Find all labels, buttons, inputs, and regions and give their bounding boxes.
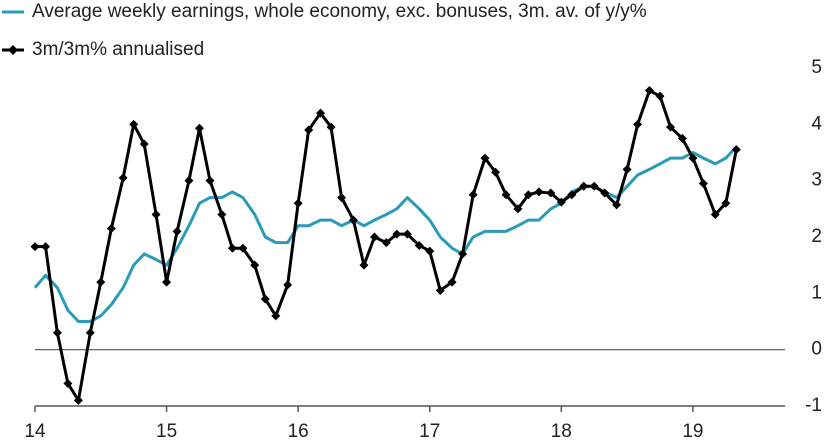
point-marker: [359, 260, 369, 270]
legend-label: Average weekly earnings, whole economy, …: [32, 1, 647, 22]
point-marker: [677, 133, 687, 143]
point-marker: [326, 122, 336, 132]
point-marker: [534, 187, 544, 197]
point-marker: [523, 190, 533, 200]
point-marker: [425, 246, 435, 256]
y-tick-label: 3: [811, 170, 822, 191]
point-marker: [129, 119, 139, 129]
point-marker: [731, 145, 741, 155]
point-marker: [414, 240, 424, 250]
legend-label: 3m/3m% annualised: [32, 39, 204, 60]
x-tick-label: 17: [419, 421, 440, 442]
point-marker: [513, 204, 523, 214]
x-tick-label: 15: [156, 421, 177, 442]
point-marker: [205, 176, 215, 186]
point-marker: [666, 122, 676, 132]
point-marker: [250, 260, 260, 270]
point-marker: [217, 209, 227, 219]
point-marker: [435, 286, 445, 296]
point-marker: [501, 190, 511, 200]
y-tick-label: 2: [811, 226, 822, 247]
point-marker: [447, 277, 457, 287]
y-tick-label: 5: [811, 57, 822, 78]
point-marker: [579, 181, 589, 191]
point-marker: [688, 153, 698, 163]
point-marker: [612, 200, 622, 210]
y-tick-label: 1: [811, 282, 822, 303]
x-tick-label: 18: [551, 421, 572, 442]
point-marker: [468, 190, 478, 200]
point-marker: [556, 197, 566, 207]
point-marker: [721, 198, 731, 208]
point-marker: [118, 173, 128, 183]
point-marker: [238, 243, 248, 253]
point-marker: [194, 123, 204, 133]
point-marker: [316, 108, 326, 118]
point-marker: [85, 328, 95, 338]
point-marker: [63, 378, 73, 388]
point-marker: [633, 119, 643, 129]
point-marker: [644, 86, 654, 96]
legend-marker: [8, 45, 18, 55]
series-line: [33, 145, 738, 323]
point-marker: [546, 188, 556, 198]
point-marker: [73, 395, 83, 405]
point-marker: [348, 215, 358, 225]
point-marker: [369, 232, 379, 242]
y-tick-label: 0: [811, 339, 822, 360]
point-marker: [458, 249, 468, 259]
point-marker: [293, 198, 303, 208]
point-marker: [172, 226, 182, 236]
point-marker: [96, 277, 106, 287]
point-marker: [337, 193, 347, 203]
point-marker: [381, 238, 391, 248]
point-marker: [304, 125, 314, 135]
point-marker: [139, 139, 149, 149]
x-tick-label: 16: [288, 421, 309, 442]
point-marker: [567, 190, 577, 200]
point-marker: [260, 294, 270, 304]
point-marker: [283, 280, 293, 290]
point-marker: [480, 153, 490, 163]
point-marker: [402, 229, 412, 239]
point-marker: [162, 277, 172, 287]
point-marker: [41, 242, 51, 252]
point-marker: [52, 328, 62, 338]
point-marker: [227, 243, 237, 253]
y-tick-label: -1: [805, 395, 822, 416]
point-marker: [184, 176, 194, 186]
point-marker: [589, 181, 599, 191]
point-marker: [655, 91, 665, 101]
x-tick-label: 14: [24, 421, 46, 442]
point-marker: [151, 209, 161, 219]
point-marker: [698, 178, 708, 188]
point-marker: [622, 164, 632, 174]
point-marker: [30, 242, 40, 252]
point-marker: [491, 167, 501, 177]
point-marker: [106, 224, 116, 234]
x-tick-label: 19: [682, 421, 703, 442]
point-marker: [392, 229, 402, 239]
y-tick-label: 4: [811, 113, 822, 134]
point-marker: [710, 209, 720, 219]
point-marker: [271, 311, 281, 321]
point-marker: [600, 188, 610, 198]
